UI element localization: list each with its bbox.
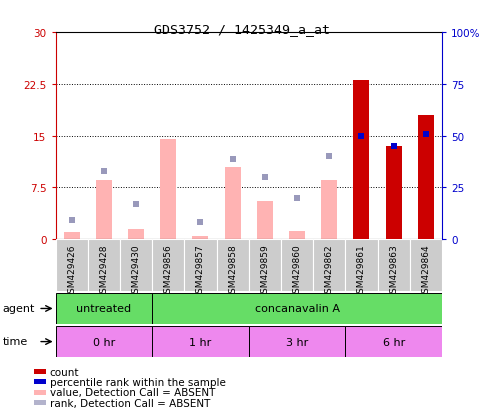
Bar — [418, 116, 434, 240]
Bar — [185, 240, 216, 291]
Text: GSM429860: GSM429860 — [293, 244, 301, 298]
Bar — [321, 181, 337, 240]
Bar — [96, 181, 112, 240]
Bar — [56, 326, 152, 357]
Bar — [160, 140, 176, 240]
Text: GSM429859: GSM429859 — [260, 244, 270, 298]
Bar — [345, 240, 378, 291]
Text: 3 hr: 3 hr — [286, 337, 308, 347]
Text: 6 hr: 6 hr — [383, 337, 405, 347]
Bar — [410, 240, 442, 291]
Text: percentile rank within the sample: percentile rank within the sample — [50, 377, 226, 387]
Bar — [345, 326, 442, 357]
Bar — [216, 240, 249, 291]
Bar — [225, 167, 241, 240]
Text: GSM429856: GSM429856 — [164, 244, 173, 298]
Bar — [192, 236, 209, 240]
Bar — [88, 240, 120, 291]
Text: GDS3752 / 1425349_a_at: GDS3752 / 1425349_a_at — [154, 23, 329, 36]
Bar — [385, 147, 402, 240]
Bar — [354, 81, 369, 240]
Bar — [56, 293, 152, 324]
Text: GSM429428: GSM429428 — [99, 244, 108, 298]
Bar — [378, 240, 410, 291]
Text: GSM429864: GSM429864 — [421, 244, 430, 298]
Text: 1 hr: 1 hr — [189, 337, 212, 347]
Text: agent: agent — [2, 304, 35, 313]
Bar — [249, 240, 281, 291]
Bar — [120, 240, 152, 291]
Bar — [56, 240, 88, 291]
Text: GSM429863: GSM429863 — [389, 244, 398, 298]
Bar — [281, 240, 313, 291]
Bar — [64, 233, 80, 240]
Bar — [313, 240, 345, 291]
Text: rank, Detection Call = ABSENT: rank, Detection Call = ABSENT — [50, 398, 210, 408]
Text: 0 hr: 0 hr — [93, 337, 115, 347]
Bar — [152, 326, 249, 357]
Text: untreated: untreated — [76, 304, 131, 314]
Text: GSM429861: GSM429861 — [357, 244, 366, 298]
Bar — [289, 231, 305, 240]
Bar — [152, 293, 442, 324]
Text: count: count — [50, 367, 79, 377]
Bar — [257, 202, 273, 240]
Bar — [128, 229, 144, 240]
Text: GSM429857: GSM429857 — [196, 244, 205, 298]
Text: GSM429426: GSM429426 — [67, 244, 76, 298]
Text: GSM429858: GSM429858 — [228, 244, 237, 298]
Bar — [152, 240, 185, 291]
Bar — [249, 326, 345, 357]
Text: time: time — [2, 337, 28, 347]
Text: GSM429862: GSM429862 — [325, 244, 334, 298]
Text: value, Detection Call = ABSENT: value, Detection Call = ABSENT — [50, 387, 215, 397]
Text: GSM429430: GSM429430 — [131, 244, 141, 298]
Text: concanavalin A: concanavalin A — [255, 304, 340, 314]
